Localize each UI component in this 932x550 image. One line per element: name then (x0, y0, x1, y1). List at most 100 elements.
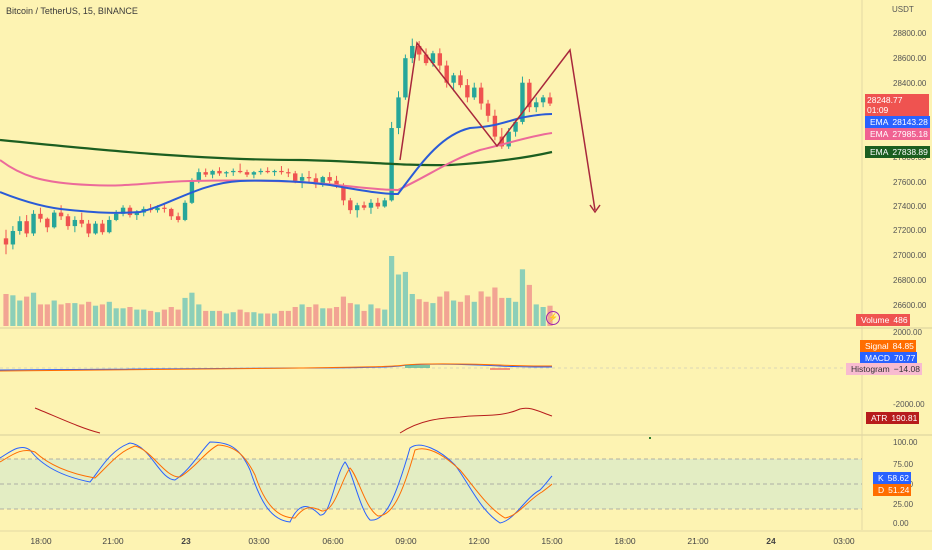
candle-body (375, 202, 381, 207)
volume-bar (44, 304, 50, 326)
volume-bar (327, 308, 333, 326)
ema-label: EMA (870, 117, 889, 127)
macd-value: 70.77 (894, 353, 916, 363)
candle-body (100, 223, 105, 233)
candle-body (506, 131, 511, 147)
candle-body (107, 219, 112, 233)
volume-bar (464, 295, 470, 326)
candle-body (382, 200, 387, 207)
candle-body (423, 54, 429, 64)
volume-bar (512, 301, 519, 326)
ema-label: EMA (870, 129, 889, 139)
volume-bar (361, 310, 367, 326)
currency-label[interactable]: USDT (892, 5, 914, 14)
volume-bar (354, 304, 360, 326)
signal-label: Signal (865, 341, 889, 351)
atr-label: ATR (871, 413, 888, 423)
time-label: 12:00 (468, 536, 490, 546)
volume-bar (168, 307, 174, 326)
last-price-tag: 28248.77 01:09 (865, 94, 929, 116)
volume-bar (306, 307, 312, 326)
volume-bar (382, 309, 388, 326)
volume-bar (120, 308, 126, 326)
volume-bar (17, 300, 23, 326)
macd-histogram (405, 365, 510, 370)
volume-bar (444, 291, 450, 326)
volume-bar (533, 304, 539, 326)
candle-body (478, 87, 484, 104)
candle-body (368, 202, 374, 208)
volume-bar (65, 303, 71, 326)
candle-body (327, 177, 332, 181)
macd-tag: MACD 70.77 (860, 352, 918, 364)
stoch-k-tag: K 58.62 (873, 472, 911, 484)
atr-line-left (34, 407, 101, 434)
candle-body (258, 170, 263, 173)
candle-body (492, 115, 498, 137)
candle-body (113, 213, 119, 220)
candle-body (354, 205, 360, 211)
price-tick: 26600.00 (893, 301, 927, 310)
candle-body (65, 216, 71, 227)
volume-bar (148, 310, 154, 326)
volume-bar (409, 294, 415, 326)
candle-body (210, 170, 215, 175)
candle-body (499, 136, 504, 147)
price-tick: 27400.00 (893, 202, 927, 211)
price-tick: 27200.00 (893, 226, 927, 235)
time-axis: 18:00 21:00 23 03:00 06:00 09:00 12:00 15:00 18:… (30, 536, 855, 546)
time-label: 15:00 (541, 536, 563, 546)
time-label: 06:00 (322, 536, 344, 546)
candle-body (134, 212, 140, 216)
candle-body (217, 170, 222, 174)
candle-body (334, 180, 339, 186)
volume-bar (99, 304, 106, 326)
volume-bar (485, 296, 491, 326)
lightning-icon[interactable]: ⚡ (546, 311, 560, 325)
volume-bar (127, 307, 133, 326)
volume-bar (271, 313, 278, 326)
candle-body (162, 207, 167, 209)
candle-body (72, 219, 78, 227)
price-tick: 28600.00 (893, 54, 927, 63)
candle-body (485, 103, 491, 116)
candlesticks (3, 38, 553, 255)
candle-body (361, 205, 367, 208)
volume-bar (368, 304, 374, 326)
time-label: 18:00 (30, 536, 52, 546)
stoch-tick: 25.00 (893, 500, 914, 509)
volume-bar (285, 310, 291, 326)
candle-body (540, 97, 546, 103)
macd-line (0, 363, 553, 371)
volume-tag: Volume 486 (856, 314, 910, 326)
pattern-lines (399, 41, 596, 211)
signal-value: 84.85 (892, 341, 914, 351)
candle-body (547, 97, 553, 104)
volume-bar (216, 310, 223, 326)
candle-body (437, 53, 443, 66)
stoch-tick: 100.00 (893, 438, 918, 447)
chart-title[interactable]: Bitcoin / TetherUS, 15, BINANCE (6, 6, 138, 16)
volume-bar (154, 312, 161, 326)
ema-label: EMA (870, 147, 889, 157)
volume-bar (92, 305, 99, 326)
ema-value: 27838.89 (892, 147, 928, 157)
volume-bar (457, 301, 464, 326)
volume-bar (3, 294, 9, 326)
volume-bar (313, 304, 319, 326)
candle-body (38, 213, 43, 219)
candle-body (175, 216, 181, 220)
candle-body (120, 207, 126, 214)
price-axis: 28800.0028600.0028400.0028200.0028000.00… (893, 29, 927, 310)
atr-line-right (399, 407, 553, 434)
price-tick: 28400.00 (893, 79, 927, 88)
ema-short-line (0, 113, 553, 214)
candle-body (320, 177, 325, 185)
volume-bar (244, 312, 250, 326)
volume-bar (161, 309, 167, 326)
candle-body (341, 185, 346, 201)
volume-bar (141, 309, 147, 326)
stoch-d-label: D (878, 485, 885, 495)
volume-bar (478, 291, 484, 326)
